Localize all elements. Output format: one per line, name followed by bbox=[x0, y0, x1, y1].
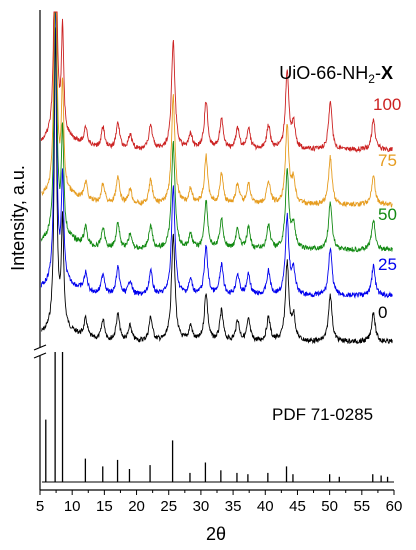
x-tick-label: 55 bbox=[353, 498, 370, 515]
x-axis-ticks bbox=[39, 490, 395, 495]
y-axis-break bbox=[33, 344, 47, 359]
x-axis-title: 2θ bbox=[206, 524, 226, 544]
x-tick-label: 50 bbox=[321, 498, 338, 515]
x-tick-label: 5 bbox=[36, 498, 44, 515]
series-label: 100 bbox=[373, 95, 401, 114]
series-lines bbox=[40, 11, 393, 345]
series-line-50 bbox=[40, 11, 393, 253]
x-tick-label: 15 bbox=[96, 498, 113, 515]
series-label: 75 bbox=[378, 151, 397, 170]
x-tick-label: 10 bbox=[64, 498, 81, 515]
x-axis-tick-labels: 5 10 15 20 25 30 35 40 45 50 55 60 bbox=[36, 498, 403, 515]
series-line-25 bbox=[40, 11, 393, 299]
series-labels: 0 25 50 75 100 bbox=[373, 95, 401, 322]
x-tick-label: 20 bbox=[128, 498, 145, 515]
x-tick-label: 35 bbox=[225, 498, 242, 515]
axis-break-mark bbox=[33, 352, 47, 359]
x-tick-label: 40 bbox=[257, 498, 274, 515]
reference-pattern bbox=[41, 352, 394, 483]
series-label: 0 bbox=[378, 303, 387, 322]
series-label: 50 bbox=[378, 205, 397, 224]
x-tick-label: 25 bbox=[160, 498, 177, 515]
y-axis-title: Intensity, a.u. bbox=[8, 165, 28, 271]
series-line-75 bbox=[41, 11, 393, 208]
series-label: 25 bbox=[378, 255, 397, 274]
series-line-0 bbox=[41, 27, 393, 345]
axis-break-mark bbox=[33, 344, 47, 351]
plot-title: UiO-66-NH2-X bbox=[279, 63, 393, 86]
reference-label: PDF 71-0285 bbox=[272, 405, 373, 424]
x-tick-label: 45 bbox=[289, 498, 306, 515]
x-tick-label: 30 bbox=[193, 498, 210, 515]
series-line-100 bbox=[40, 11, 393, 153]
x-tick-label: 60 bbox=[386, 498, 403, 515]
